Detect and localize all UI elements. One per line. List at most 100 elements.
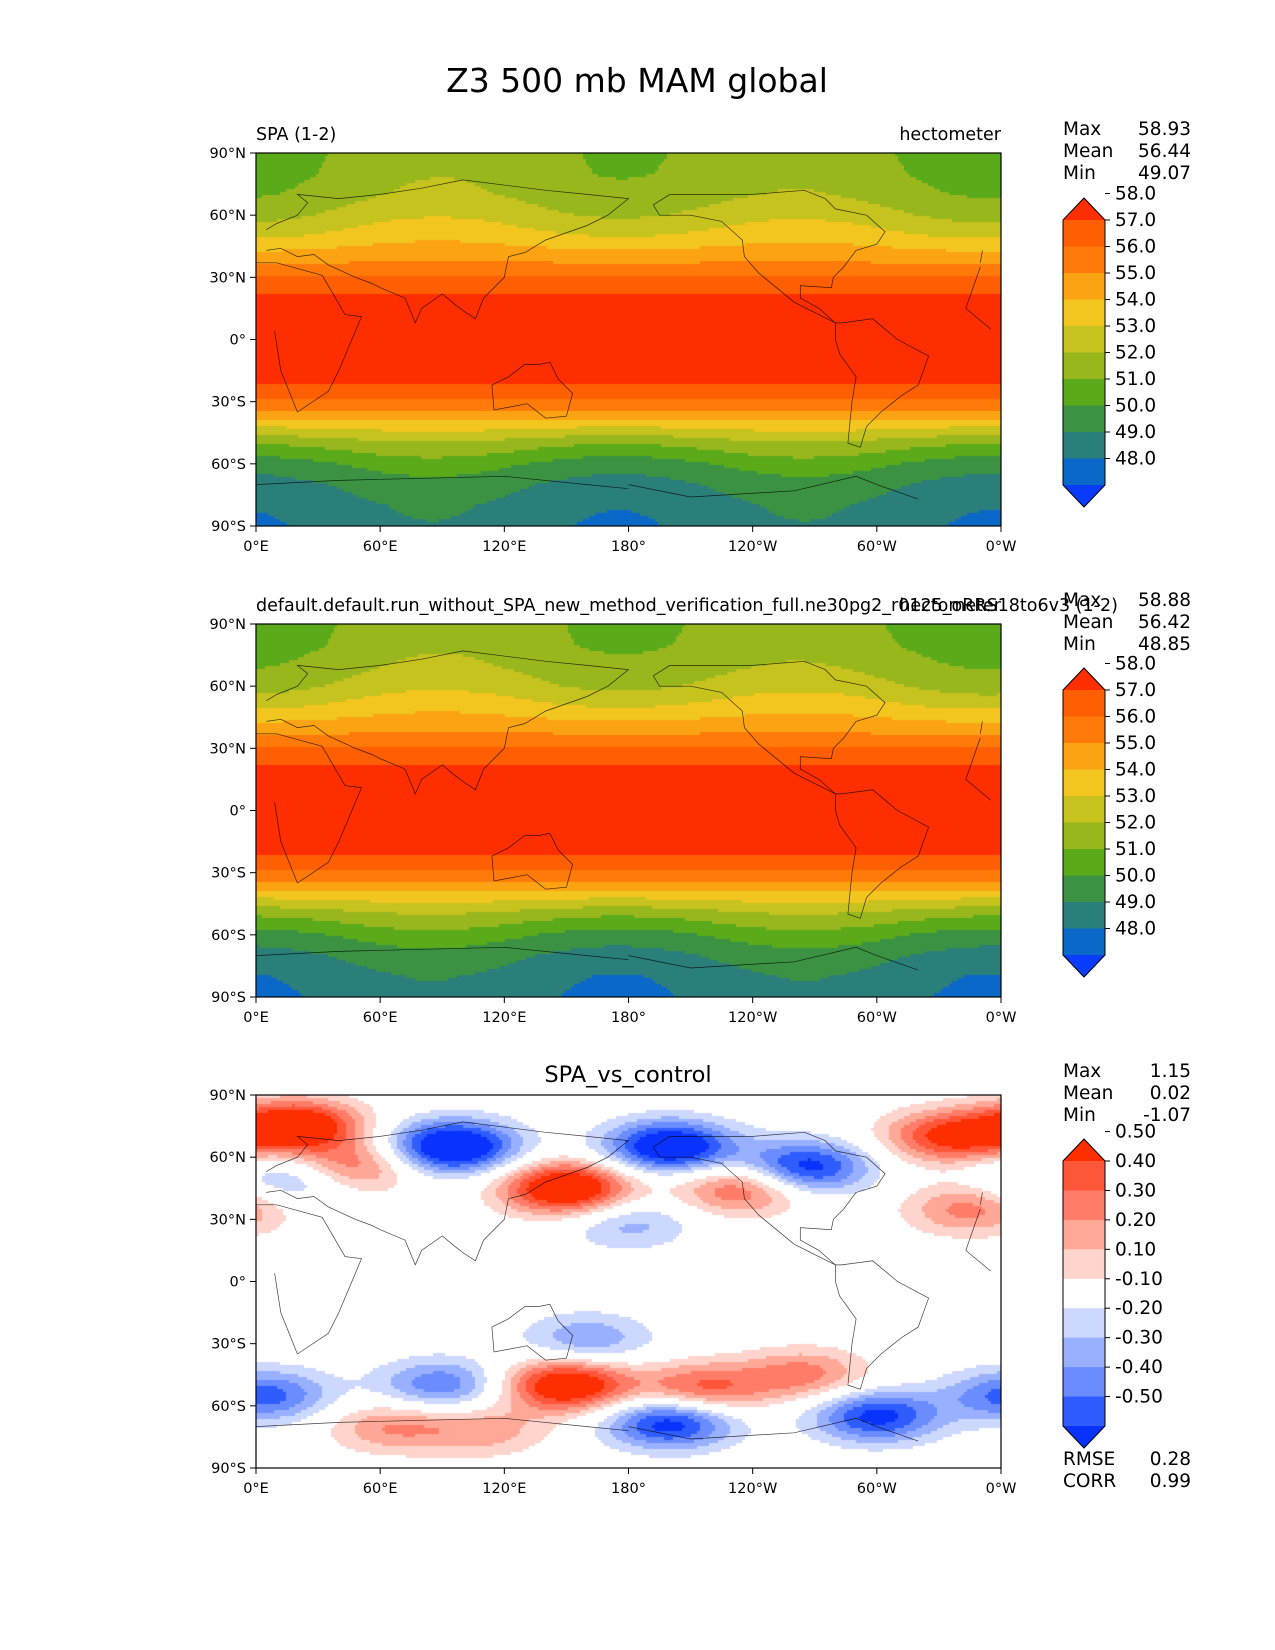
colorbar-bin (1063, 220, 1105, 248)
lon-tick-label: 0°E (243, 1481, 269, 1497)
coastline-5 (255, 475, 919, 500)
lon-tick-label: 120°W (728, 539, 777, 555)
panel-difference: SPA_vs_control 90°N60°N30°N0°30°S60°S90°… (209, 1061, 1191, 1497)
lon-tick-label: 60°E (363, 1010, 398, 1026)
lat-tick-label: 30°S (211, 866, 246, 882)
lat-tick-label: 90°N (209, 1088, 246, 1104)
colorbar-level-label: 58.0 (1115, 184, 1156, 205)
colorbar-bin (1063, 716, 1105, 744)
lat-tick-label: 60°N (209, 1150, 246, 1166)
colorbar-level-label: 51.0 (1115, 369, 1156, 390)
colorbar-bin (1063, 352, 1105, 380)
colorbar-bin (1063, 743, 1105, 771)
colorbar-bin (1063, 690, 1105, 718)
colorbar-level-label: 0.20 (1115, 1210, 1156, 1231)
colorbar-outline (1062, 1138, 1106, 1449)
map-difference (255, 1094, 1002, 1469)
colorbar-extend-max (1063, 1139, 1105, 1161)
colorbar-reference: 48.0 49.0 50.0 51.0 52.0 53.0 54.0 55.0 56.0 57.0… (1062, 654, 1156, 978)
panel-difference-title: SPA_vs_control (544, 1062, 711, 1088)
stat-value: 58.88 (1138, 590, 1191, 611)
lat-axis-reference: 90°N 60°N 30°N 0° 30°S 60°S 90°S (209, 617, 256, 1006)
colorbar-bin (1063, 1337, 1105, 1368)
lon-tick-label: 120°E (482, 1010, 526, 1026)
colorbar-level-label: 54.0 (1115, 290, 1156, 311)
colorbar-bin (1063, 1161, 1105, 1192)
colorbar-bin (1063, 405, 1105, 433)
lat-tick-label: 0° (230, 1275, 246, 1291)
stats-reference: Max 58.88 Mean 56.42 Min 48.85 (1063, 590, 1191, 655)
lon-tick-label: 60°W (857, 1010, 897, 1026)
lat-tick-label: 60°S (211, 928, 246, 944)
colorbar-level-label: 53.0 (1115, 316, 1156, 337)
panel-test-right-title: hectometer (899, 125, 1001, 145)
colorbar-bin (1063, 875, 1105, 903)
colorbar-level-label: 55.0 (1115, 733, 1156, 754)
lon-tick-label: 0°W (986, 1481, 1017, 1497)
colorbar-level-label: 0.10 (1115, 1239, 1156, 1260)
lon-tick-label: 180° (611, 1010, 646, 1026)
lat-tick-label: 30°N (209, 741, 246, 757)
panel-test: SPA (1-2) hectometer 90°N 60°N 30°N 0° 30°S 6… (209, 119, 1191, 555)
map-field (256, 624, 1001, 997)
colorbar-bin (1063, 1219, 1105, 1250)
colorbar-level-label: 57.0 (1115, 680, 1156, 701)
lon-tick-label: 120°W (728, 1481, 777, 1497)
lat-tick-label: 60°S (211, 1399, 246, 1415)
colorbar-extend-min (1063, 1426, 1105, 1448)
panel-reference-left-title: default.default.run_without_SPA_new_meth… (256, 596, 1118, 616)
panel-reference-right-title: hectometer (899, 596, 1001, 616)
map-field (256, 153, 1001, 526)
colorbar-extend-max (1063, 198, 1105, 220)
metric-label: RMSE (1063, 1449, 1115, 1470)
colorbar-bin (1063, 1190, 1105, 1221)
colorbar-extend-max (1063, 668, 1105, 690)
lon-tick-label: 0°W (986, 539, 1017, 555)
lat-tick-label: 90°N (209, 617, 246, 633)
stat-label: Mean (1063, 141, 1113, 162)
stat-value: 56.44 (1138, 141, 1191, 162)
colorbar-bin (1063, 1249, 1105, 1280)
map-test (255, 152, 1002, 527)
lat-tick-label: 90°S (211, 1461, 246, 1477)
lon-axis-reference: 0°E 60°E 120°E 180° 120°W 60°W 0°W (243, 997, 1016, 1026)
metrics-difference: RMSE 0.28 CORR 0.99 (1063, 1449, 1191, 1492)
colorbar-bin (1063, 928, 1105, 956)
colorbar-level-label: 48.0 (1115, 919, 1156, 940)
lon-tick-label: 120°E (482, 539, 526, 555)
colorbar-outline (1062, 667, 1106, 978)
map-field (256, 1095, 1001, 1468)
colorbar-level-label: 54.0 (1115, 760, 1156, 781)
colorbar-level-label: 52.0 (1115, 343, 1156, 364)
lat-tick-label: 0° (230, 804, 246, 820)
stat-label: Max (1063, 590, 1101, 611)
coastline-4 (835, 1260, 930, 1390)
panel-test-left-title: SPA (1-2) (256, 125, 336, 145)
lat-tick-label: 0° (230, 333, 246, 349)
lat-tick-label: 90°N (209, 146, 246, 162)
coastline-5 (255, 946, 919, 971)
colorbar-level-label: 0.50 (1115, 1122, 1156, 1143)
colorbar-level-label: 52.0 (1115, 813, 1156, 834)
lon-tick-label: 60°W (857, 539, 897, 555)
stat-value: 1.15 (1150, 1061, 1191, 1082)
stat-label: Min (1063, 1105, 1096, 1126)
lon-tick-label: 60°W (857, 1481, 897, 1497)
lat-axis-test: 90°N 60°N 30°N 0° 30°S 60°S 90°S (209, 146, 256, 535)
colorbar-bin (1063, 1367, 1105, 1398)
colorbar-bin (1063, 849, 1105, 877)
coastline-4 (835, 789, 930, 919)
coastline-0 (256, 1204, 991, 1355)
stat-label: Mean (1063, 1083, 1113, 1104)
colorbar-bin (1063, 1278, 1105, 1309)
colorbar-bin (1063, 902, 1105, 930)
colorbar-level-label: 49.0 (1115, 422, 1156, 443)
lat-tick-label: 30°N (209, 270, 246, 286)
coastline-5 (255, 1417, 919, 1442)
metric-value: 0.28 (1150, 1449, 1191, 1470)
stat-value: 48.85 (1138, 634, 1191, 655)
colorbar-level-label: -0.10 (1115, 1269, 1163, 1290)
coastline-1 (266, 179, 983, 324)
colorbar-bin (1063, 379, 1105, 407)
colorbar-level-label: 51.0 (1115, 839, 1156, 860)
